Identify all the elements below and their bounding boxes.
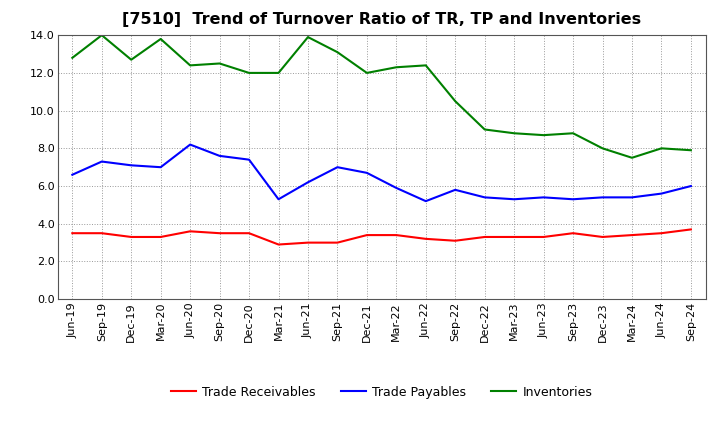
Trade Receivables — [127, 235, 135, 240]
Trade Receivables — [156, 235, 165, 240]
Trade Payables — [333, 165, 342, 170]
Trade Receivables — [392, 232, 400, 238]
Inventories — [68, 55, 76, 60]
Trade Payables — [657, 191, 666, 196]
Inventories — [156, 37, 165, 42]
Trade Payables — [628, 195, 636, 200]
Trade Payables — [598, 195, 607, 200]
Trade Receivables — [333, 240, 342, 245]
Inventories — [421, 63, 430, 68]
Title: [7510]  Trend of Turnover Ratio of TR, TP and Inventories: [7510] Trend of Turnover Ratio of TR, TP… — [122, 12, 642, 27]
Inventories — [97, 33, 106, 38]
Inventories — [363, 70, 372, 76]
Trade Receivables — [510, 235, 518, 240]
Inventories — [598, 146, 607, 151]
Inventories — [510, 131, 518, 136]
Trade Payables — [539, 195, 548, 200]
Trade Receivables — [68, 231, 76, 236]
Trade Payables — [392, 185, 400, 191]
Trade Receivables — [451, 238, 459, 243]
Inventories — [451, 99, 459, 104]
Trade Payables — [510, 197, 518, 202]
Trade Receivables — [215, 231, 224, 236]
Trade Payables — [127, 163, 135, 168]
Trade Payables — [156, 165, 165, 170]
Trade Payables — [569, 197, 577, 202]
Inventories — [245, 70, 253, 76]
Trade Receivables — [598, 235, 607, 240]
Trade Payables — [274, 197, 283, 202]
Trade Receivables — [480, 235, 489, 240]
Inventories — [657, 146, 666, 151]
Inventories — [480, 127, 489, 132]
Inventories — [569, 131, 577, 136]
Trade Payables — [480, 195, 489, 200]
Trade Receivables — [628, 232, 636, 238]
Inventories — [304, 34, 312, 40]
Inventories — [333, 50, 342, 55]
Inventories — [215, 61, 224, 66]
Inventories — [628, 155, 636, 161]
Trade Payables — [215, 153, 224, 158]
Trade Payables — [186, 142, 194, 147]
Trade Receivables — [539, 235, 548, 240]
Inventories — [186, 63, 194, 68]
Line: Inventories: Inventories — [72, 35, 691, 158]
Trade Receivables — [304, 240, 312, 245]
Legend: Trade Receivables, Trade Payables, Inventories: Trade Receivables, Trade Payables, Inven… — [166, 381, 597, 404]
Trade Payables — [363, 170, 372, 176]
Trade Payables — [451, 187, 459, 192]
Trade Receivables — [687, 227, 696, 232]
Trade Receivables — [274, 242, 283, 247]
Trade Receivables — [569, 231, 577, 236]
Inventories — [687, 147, 696, 153]
Inventories — [539, 132, 548, 138]
Trade Receivables — [186, 229, 194, 234]
Trade Payables — [304, 180, 312, 185]
Trade Receivables — [363, 232, 372, 238]
Trade Payables — [421, 198, 430, 204]
Inventories — [127, 57, 135, 62]
Trade Payables — [97, 159, 106, 164]
Trade Payables — [687, 183, 696, 189]
Line: Trade Payables: Trade Payables — [72, 145, 691, 201]
Trade Receivables — [421, 236, 430, 242]
Inventories — [392, 65, 400, 70]
Trade Receivables — [245, 231, 253, 236]
Trade Payables — [68, 172, 76, 177]
Trade Receivables — [657, 231, 666, 236]
Trade Payables — [245, 157, 253, 162]
Inventories — [274, 70, 283, 76]
Trade Receivables — [97, 231, 106, 236]
Line: Trade Receivables: Trade Receivables — [72, 229, 691, 245]
